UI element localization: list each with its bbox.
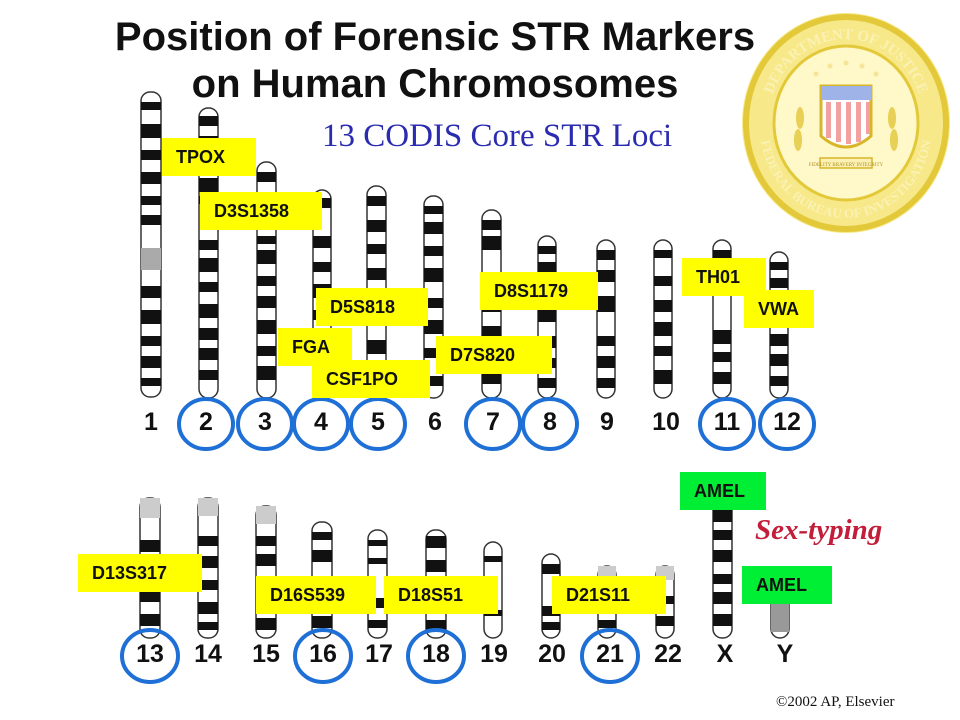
chromosome-label-x: X <box>716 640 734 668</box>
circle-chr-2 <box>177 397 235 451</box>
marker-label-d16s539: D16S539 <box>256 576 376 614</box>
marker-label-amel-y: AMEL <box>742 566 832 604</box>
circle-chr-8 <box>521 397 579 451</box>
chromosome-label-6: 6 <box>428 408 442 436</box>
circle-chr-16 <box>293 628 353 684</box>
chromosome-label-y: Y <box>776 640 794 668</box>
fbi-seal-logo: DEPARTMENT OF JUSTICE FEDERAL BUREAU OF … <box>742 13 950 233</box>
chromosome-1 <box>140 91 162 398</box>
chromosome-10 <box>653 239 673 399</box>
circle-chr-4 <box>292 397 350 451</box>
chromosome-14 <box>197 497 219 639</box>
chromosome-label-9: 9 <box>600 408 614 436</box>
chromosome-20 <box>541 553 561 639</box>
chromosome-label-13: 13 <box>136 640 164 668</box>
chromosome-label-10: 10 <box>652 408 680 436</box>
circle-chr-7 <box>464 397 522 451</box>
codis-circles <box>120 397 816 684</box>
chromosome-label-20: 20 <box>538 640 566 668</box>
chromosome-15 <box>255 505 277 639</box>
chromosome-label-19: 19 <box>480 640 508 668</box>
chromosome-label-15: 15 <box>252 640 280 668</box>
title-line-1: Position of Forensic STR Markers <box>114 15 756 59</box>
marker-label-amel-x: AMEL <box>680 472 766 510</box>
marker-label-csf1po: CSF1PO <box>312 360 430 398</box>
chromosome-label-11: 11 <box>713 408 741 436</box>
seal-banner-text: FIDELITY BRAVERY INTEGRITY <box>809 163 884 168</box>
chromosome-label-5: 5 <box>371 408 385 436</box>
chromosome-label-12: 12 <box>773 408 801 436</box>
chromosome-label-8: 8 <box>543 408 557 436</box>
marker-label-tpox: TPOX <box>162 138 256 176</box>
marker-label-d8s1179: D8S1179 <box>480 272 598 310</box>
circle-chr-13 <box>120 628 180 684</box>
circle-chr-21 <box>580 628 640 684</box>
chromosome-label-1: 1 <box>144 408 158 436</box>
chromosome-label-2: 2 <box>199 408 213 436</box>
chromosome-2 <box>198 107 219 399</box>
chromosome-label-17: 17 <box>365 640 393 668</box>
chromosome-x <box>712 477 733 639</box>
title-line-2: on Human Chromosomes <box>191 62 679 106</box>
marker-label-d21s11: D21S11 <box>552 576 666 614</box>
marker-label-d5s818: D5S818 <box>316 288 428 326</box>
chromosome-label-3: 3 <box>258 408 272 436</box>
chromosome-label-14: 14 <box>194 640 222 668</box>
marker-label-fga: FGA <box>278 328 352 366</box>
slide-title: Position of Forensic STR Markers on Huma… <box>70 14 800 108</box>
sex-typing-label: Sex-typing <box>755 514 883 546</box>
marker-label-d13s317: D13S317 <box>78 554 202 592</box>
chromosome-label-21: 21 <box>596 640 624 668</box>
subtitle: 13 CODIS Core STR Loci <box>322 118 673 154</box>
chromosome-label-7: 7 <box>486 408 500 436</box>
marker-label-d7s820: D7S820 <box>436 336 552 374</box>
chromosome-12 <box>769 251 789 399</box>
circle-chr-18 <box>406 628 466 684</box>
marker-label-d3s1358: D3S1358 <box>200 192 322 230</box>
marker-label-d18s51: D18S51 <box>384 576 498 614</box>
chromosome-label-22: 22 <box>654 640 682 668</box>
chromosome-9 <box>596 239 616 399</box>
circle-chr-11 <box>698 397 756 451</box>
circle-chr-12 <box>758 397 816 451</box>
marker-label-th01: TH01 <box>682 258 766 296</box>
chromosome-label-18: 18 <box>422 640 450 668</box>
marker-label-vwa: VWA <box>744 290 814 328</box>
circle-chr-5 <box>349 397 407 451</box>
chromosome-label-4: 4 <box>314 408 328 436</box>
copyright-notice: ©2002 AP, Elsevier <box>776 694 895 710</box>
chromosome-label-16: 16 <box>309 640 337 668</box>
